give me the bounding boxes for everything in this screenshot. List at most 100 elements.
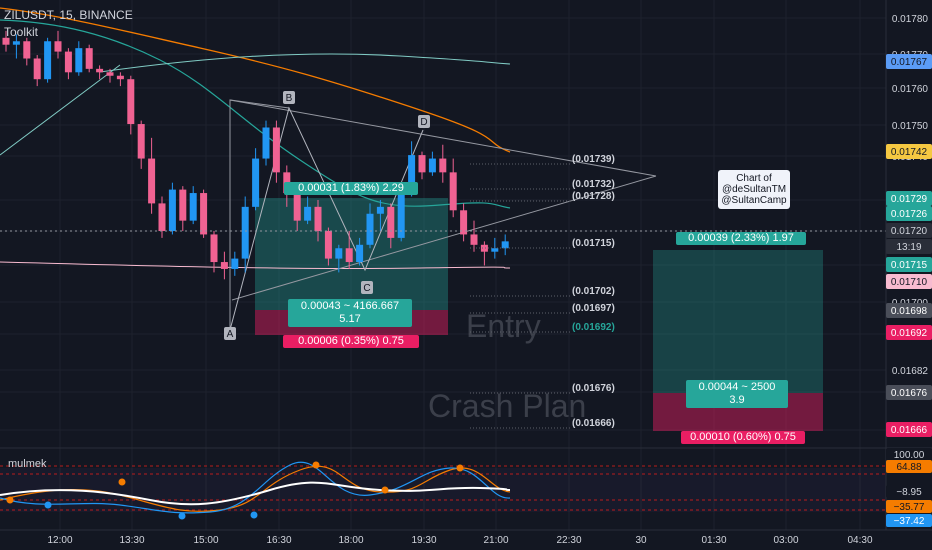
pattern-point-badge bbox=[283, 91, 295, 104]
price-tag-label: 0.01715 bbox=[891, 260, 928, 271]
x-tick-label: 30 bbox=[635, 535, 647, 546]
candle-body bbox=[304, 206, 312, 221]
pattern-point-badge bbox=[224, 327, 236, 340]
candle-body bbox=[293, 193, 301, 221]
ma-orange bbox=[0, 7, 511, 153]
candle-body bbox=[397, 193, 405, 238]
pattern-point-badge bbox=[418, 115, 430, 128]
candle-body bbox=[200, 193, 208, 235]
candle-body bbox=[460, 210, 468, 235]
level-label: (0.01728) bbox=[572, 191, 615, 202]
price-tag bbox=[886, 54, 932, 69]
candle-body bbox=[356, 244, 364, 263]
level-label: (0.01715) bbox=[572, 238, 615, 249]
candle-body bbox=[335, 248, 343, 259]
candle-body bbox=[408, 155, 416, 194]
osc-dot bbox=[6, 496, 14, 504]
pattern-point-label: B bbox=[286, 93, 293, 104]
x-tick-label: 01:30 bbox=[701, 535, 726, 546]
box1-ratio-line2: 5.17 bbox=[339, 313, 361, 325]
candle-body bbox=[148, 158, 156, 204]
osc-tag bbox=[886, 485, 932, 498]
x-tick-label: 18:00 bbox=[338, 535, 363, 546]
y-tick-label: 0.01682 bbox=[892, 366, 929, 377]
price-tag-label: 0.01666 bbox=[891, 425, 928, 436]
candle-body bbox=[168, 189, 176, 231]
candle-body bbox=[480, 244, 488, 252]
osc-blue bbox=[0, 461, 511, 514]
pattern-point-label: D bbox=[420, 117, 427, 128]
level-label: (0.01666) bbox=[572, 418, 615, 429]
symbol-header: ZILUSDT, 15, BINANCE bbox=[4, 8, 133, 22]
osc-dot bbox=[381, 486, 389, 494]
box1-ratio-line1: 0.00043 ~ 4166.667 bbox=[300, 300, 400, 312]
y-tick-label: 0.01760 bbox=[892, 84, 929, 95]
entry-watermark: Entry bbox=[466, 308, 541, 344]
level-label: (0.01739) bbox=[572, 154, 615, 165]
crash-plan-watermark: Crash Plan bbox=[428, 388, 587, 424]
candle-body bbox=[314, 206, 322, 231]
price-tag bbox=[886, 223, 932, 238]
osc-tag bbox=[886, 500, 932, 513]
price-tag-label: 0.01692 bbox=[891, 328, 928, 339]
price-tag bbox=[886, 144, 932, 159]
candle-body bbox=[428, 158, 436, 173]
osc-white bbox=[0, 481, 511, 506]
x-tick-label: 19:30 bbox=[411, 535, 436, 546]
price-tag-label: 0.01767 bbox=[891, 57, 928, 68]
candle-body bbox=[252, 158, 260, 207]
osc-dot bbox=[118, 478, 126, 486]
candle-body bbox=[33, 58, 41, 80]
price-tag-label: 0.01726 bbox=[891, 209, 928, 220]
candle-body bbox=[137, 124, 145, 159]
price-tag-label: 0.01698 bbox=[891, 306, 928, 317]
price-tag bbox=[886, 303, 932, 318]
price-tag bbox=[886, 385, 932, 400]
candle-body bbox=[158, 203, 166, 231]
pattern-point-label: C bbox=[363, 283, 370, 294]
ma-pink bbox=[0, 261, 511, 270]
price-tag-label: 0.01720 bbox=[891, 226, 928, 237]
candle-body bbox=[75, 48, 83, 73]
box2-profit-zone bbox=[653, 250, 823, 393]
candle-body bbox=[64, 51, 72, 73]
price-tag-label: 13:19 bbox=[896, 242, 921, 253]
x-tick-label: 15:00 bbox=[193, 535, 218, 546]
box2-ratio-label: 0.00044 ~ 2500 3.9 bbox=[686, 380, 788, 408]
box2-loss-label: 0.00010 (0.60%) 0.75 bbox=[681, 431, 805, 444]
osc-dot bbox=[456, 464, 464, 472]
candle-body bbox=[2, 37, 10, 45]
candle-body bbox=[345, 248, 353, 263]
x-tick-label: 21:00 bbox=[483, 535, 508, 546]
price-tag bbox=[886, 325, 932, 340]
pattern-point-label: A bbox=[227, 329, 234, 340]
candle-body bbox=[491, 248, 499, 252]
x-tick-label: 04:30 bbox=[847, 535, 872, 546]
candle-body bbox=[44, 41, 52, 80]
ma-light bbox=[99, 53, 511, 73]
ma-teal bbox=[0, 19, 511, 209]
osc-tag-label: −35.77 bbox=[894, 502, 925, 513]
indicator-name: mulmek bbox=[8, 458, 47, 470]
osc-dot bbox=[250, 511, 258, 519]
osc-tag-label: −37.42 bbox=[894, 516, 925, 527]
osc-tag-label: 100.00 bbox=[894, 450, 925, 461]
price-tag-label: 0.01729 bbox=[891, 194, 928, 205]
osc-tag-label: −8.95 bbox=[896, 487, 922, 498]
note-line-3: @SultanCamp bbox=[721, 195, 787, 206]
price-tag-label: 0.01742 bbox=[891, 147, 928, 158]
x-tick-label: 13:30 bbox=[119, 535, 144, 546]
price-tag bbox=[886, 274, 932, 289]
osc-dot bbox=[178, 512, 186, 520]
candle-body bbox=[449, 172, 457, 211]
level-label: (0.01697) bbox=[572, 303, 615, 314]
x-tick-label: 16:30 bbox=[266, 535, 291, 546]
level-label: (0.01702) bbox=[572, 286, 615, 297]
candle-body bbox=[501, 241, 509, 249]
candle-body bbox=[96, 68, 104, 73]
candle-body bbox=[272, 127, 280, 173]
candle-body bbox=[12, 41, 20, 45]
candle-body bbox=[210, 234, 218, 263]
toolkit-label: Toolkit bbox=[4, 25, 39, 39]
